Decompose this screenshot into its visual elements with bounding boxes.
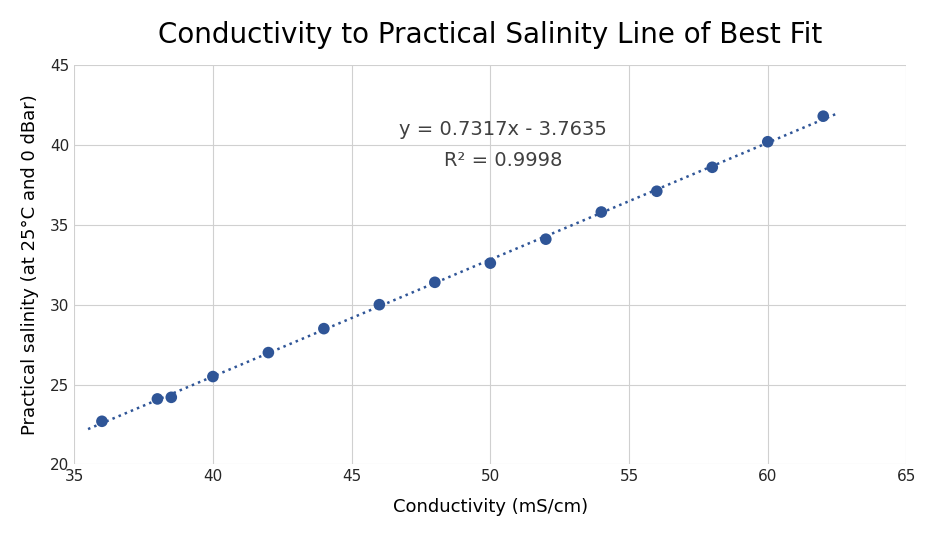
Point [150, 395, 165, 403]
Point [372, 300, 387, 309]
Point [164, 393, 179, 402]
Point [316, 324, 331, 333]
Text: y = 0.7317x - 3.7635
R² = 0.9998: y = 0.7317x - 3.7635 R² = 0.9998 [399, 120, 607, 170]
Point [205, 372, 220, 381]
Point [427, 278, 442, 287]
Point [95, 417, 110, 426]
Point [759, 137, 774, 146]
Title: Conductivity to Practical Salinity Line of Best Fit: Conductivity to Practical Salinity Line … [158, 21, 822, 49]
Point [260, 349, 275, 357]
Point [482, 259, 497, 267]
X-axis label: Conductivity (mS/cm): Conductivity (mS/cm) [392, 498, 587, 516]
Point [815, 112, 830, 120]
Point [704, 163, 719, 172]
Point [593, 208, 608, 216]
Point [649, 187, 664, 195]
Point [538, 235, 553, 243]
Y-axis label: Practical salinity (at 25°C and 0 dBar): Practical salinity (at 25°C and 0 dBar) [21, 95, 38, 435]
